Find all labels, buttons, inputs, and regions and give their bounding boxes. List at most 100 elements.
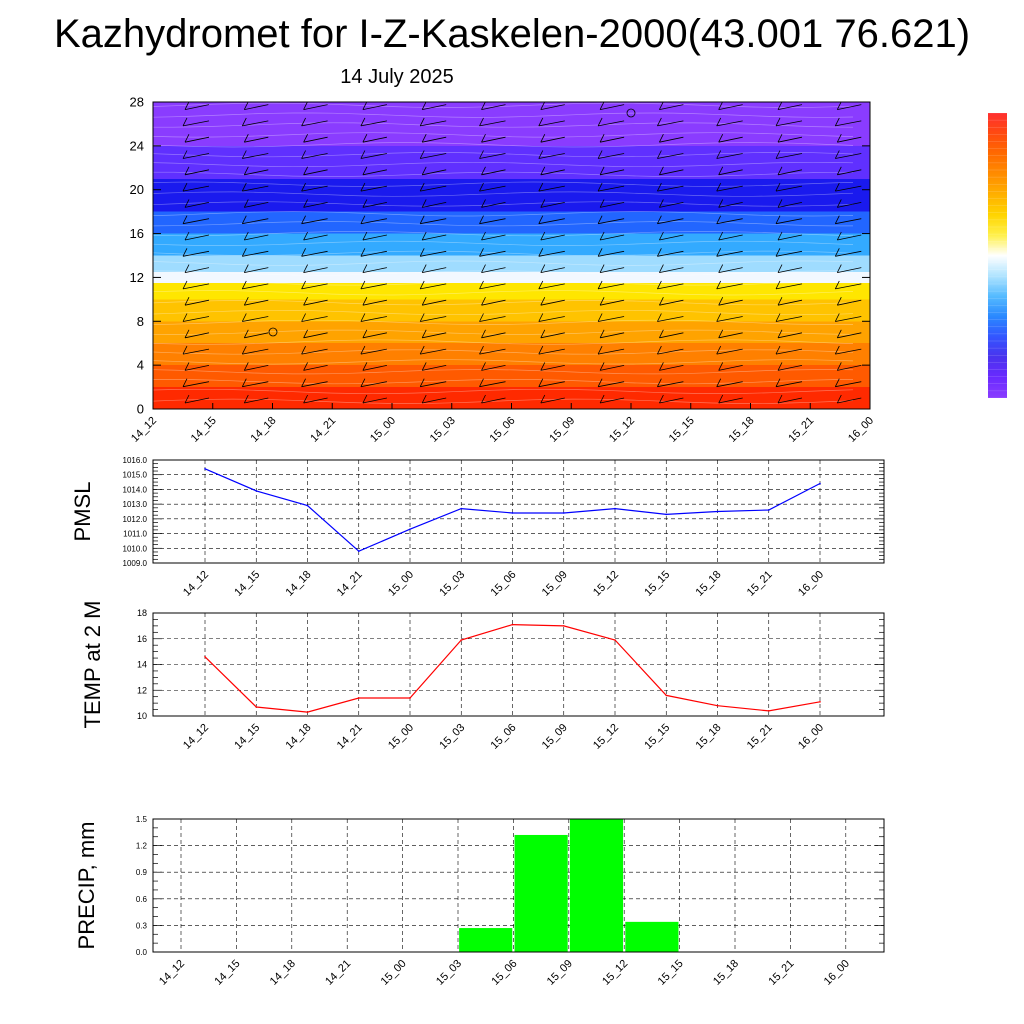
wind-barb-flag [657, 345, 662, 355]
wind-barb [420, 348, 447, 355]
wind-barb-flag [538, 378, 544, 387]
wind-barb [242, 250, 269, 257]
contour-line [153, 260, 854, 266]
wind-barb [182, 250, 210, 257]
wind-barb [360, 185, 387, 192]
wind-barb-flag [716, 182, 722, 192]
x-tick-label: 14_21 [335, 569, 365, 599]
y-tick-label: 1015.0 [123, 471, 148, 480]
wind-barb-flag [897, 167, 901, 175]
wind-barb-flag [657, 280, 662, 290]
wind-barb [540, 397, 565, 404]
wind-barb-flag [538, 345, 544, 355]
wind-barb [244, 234, 269, 241]
wind-barb [777, 299, 803, 306]
x-tick-label: 15_09 [540, 569, 570, 599]
wind-barb [777, 397, 803, 404]
wind-barb [777, 169, 803, 176]
wind-barb [718, 104, 743, 110]
wind-barb-flag [895, 151, 899, 159]
wind-barb-flag [481, 231, 486, 241]
wind-barb [600, 397, 625, 404]
x-tick-label: 16_00 [846, 415, 876, 445]
contour-line [153, 171, 854, 177]
wind-barb-flag [599, 199, 605, 208]
temp-data-point [306, 711, 309, 713]
x-tick-label: 15_18 [694, 569, 724, 599]
wind-barb-flag [481, 102, 486, 110]
wind-barb-flag [481, 297, 486, 306]
wind-barb [837, 299, 862, 306]
wind-barb [360, 283, 387, 290]
y-tick-label: 24 [130, 138, 144, 153]
wind-barb-flag [718, 102, 723, 110]
wind-barb [303, 332, 328, 339]
wind-barb [242, 283, 269, 290]
wind-barb [600, 104, 625, 110]
precip-axis-label: PRECIP, mm [74, 822, 99, 950]
wind-barb-flag [241, 345, 247, 355]
y-tick-label: 12 [137, 685, 147, 695]
wind-barb [657, 120, 684, 127]
wind-barb [303, 136, 328, 143]
wind-barb-flag [479, 345, 484, 355]
wind-barb-flag [241, 248, 247, 257]
contour-line [153, 161, 854, 168]
wind-barb [718, 136, 743, 143]
wind-barb-flag [657, 150, 662, 159]
wind-barb-flag [718, 362, 724, 371]
wind-barb-flag [421, 264, 427, 273]
wind-barb [835, 316, 862, 322]
wind-barb [897, 105, 921, 110]
wind-barb [657, 250, 684, 257]
wind-barb [540, 234, 565, 241]
wind-barb-flag [897, 199, 901, 207]
wind-barb [420, 218, 447, 225]
wind-barb-flag [538, 313, 544, 322]
wind-barb-flag [777, 329, 783, 338]
wind-barb-flag [184, 102, 190, 110]
wind-barb [716, 250, 743, 257]
y-tick-label: 0.9 [136, 868, 148, 877]
wind-barb [182, 348, 210, 355]
wind-barb-flag [597, 150, 603, 159]
wind-barb [897, 202, 921, 207]
y-tick-label: 1016.0 [123, 456, 148, 465]
temp-panel: 10 12 14 16 18 14_12 14_15 14_18 14_21 15_00 15_03… [80, 601, 885, 752]
wind-barb-flag [834, 280, 840, 290]
wind-barb [422, 202, 447, 208]
precip-panel: 0.0 0.3 0.6 0.9 1.2 1.5 14_12 14_15 14_18 14_21 15… [74, 815, 885, 988]
wind-barb [301, 381, 328, 388]
y-tick-label: 1013.0 [123, 500, 148, 509]
wind-barb [718, 202, 743, 208]
wind-barb-flag [657, 117, 662, 127]
wind-barb-flag [303, 329, 308, 338]
wind-barb-flag [419, 150, 425, 159]
wind-barb-flag [184, 394, 190, 404]
y-tick-label: 1.5 [136, 815, 148, 824]
pmsl-panel: 1009.0 1010.0 1011.0 1012.0 1013.0 1014.0 1015… [70, 456, 885, 599]
wind-barb [481, 202, 506, 208]
wind-barb-flag [182, 345, 188, 355]
y-tick-label: 14 [137, 660, 147, 670]
wind-barb-flag [540, 134, 546, 143]
wind-barb-flag [243, 394, 249, 404]
wind-barb [422, 397, 447, 404]
wind-barb-flag [775, 280, 781, 290]
x-tick-label: 16_00 [822, 958, 852, 988]
wind-barb-flag [716, 280, 722, 290]
wind-barb-flag [479, 182, 484, 192]
wind-barb-flag [834, 345, 840, 355]
wind-barb-flag [659, 362, 664, 371]
temp-data-point [255, 706, 258, 708]
wind-barb-flag [895, 281, 899, 289]
wind-barb-flag [184, 134, 190, 143]
y-tick-label: 16 [130, 226, 144, 241]
wind-barb [303, 234, 328, 241]
x-tick-label: 15_21 [766, 958, 796, 988]
wind-barb-flag [597, 117, 603, 127]
wind-barb [362, 169, 387, 176]
contour-line [153, 388, 854, 395]
wind-barb [420, 250, 447, 257]
